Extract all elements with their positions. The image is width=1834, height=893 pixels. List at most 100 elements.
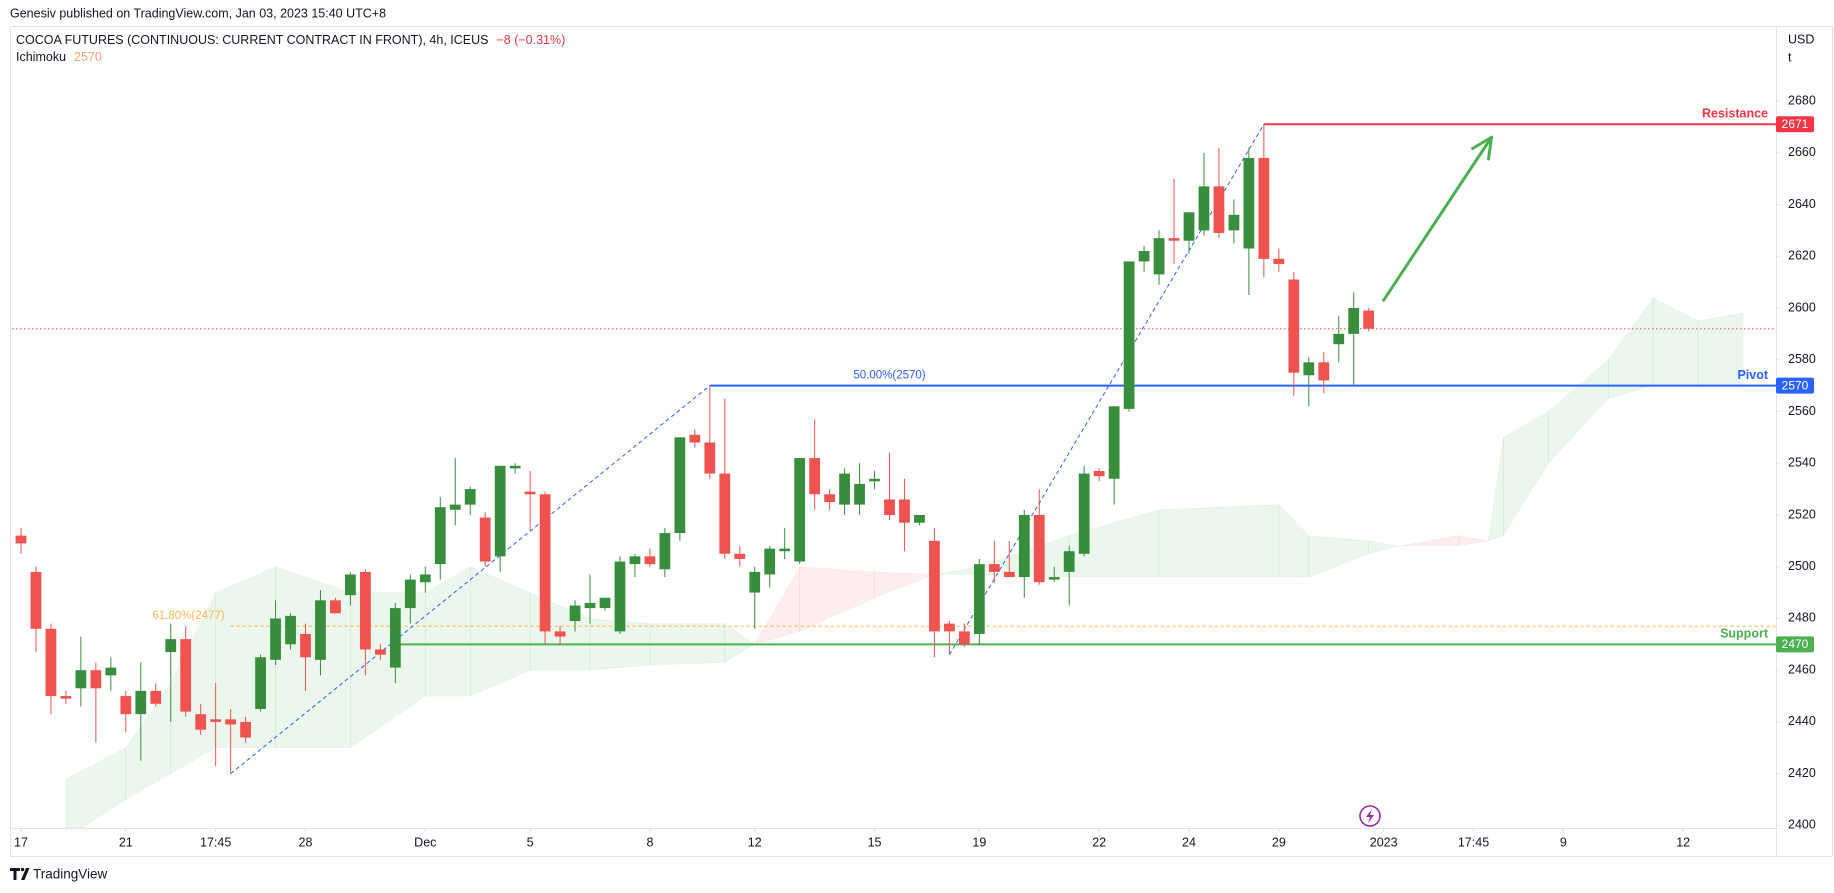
candle-body [884, 499, 895, 515]
candle-body [45, 628, 57, 697]
y-tick-label: 2680 [1788, 93, 1816, 107]
candle-body [225, 719, 237, 725]
cloud-segment [724, 623, 756, 663]
candle-body [839, 473, 850, 505]
candle-body [150, 690, 162, 704]
x-tick-label: 15 [868, 835, 882, 849]
candle-body [869, 478, 880, 482]
candle-body [854, 483, 865, 505]
price-tag-label: 2470 [1782, 637, 1809, 651]
x-tick-label: 9 [1560, 835, 1567, 849]
candle-body [270, 618, 281, 660]
y-tick-label: 2540 [1788, 456, 1816, 470]
x-tick-label: 28 [299, 835, 313, 849]
brand-logo [10, 868, 30, 880]
candle-body [659, 533, 671, 570]
indicator-value: 2570 [74, 50, 102, 64]
candle-body [1063, 551, 1075, 572]
cloud-segment [275, 566, 351, 749]
candle-body [614, 561, 626, 632]
candle-body [360, 571, 371, 650]
candle-body [389, 608, 401, 668]
candle-body [240, 721, 251, 738]
cloud-segment [754, 565, 800, 645]
cloud-segment [1488, 437, 1504, 542]
candle-body [719, 473, 731, 554]
candle-body [629, 556, 641, 565]
candle-body [1183, 212, 1195, 241]
y-tick-label: 2500 [1788, 559, 1816, 573]
x-tick-label: 12 [1676, 835, 1690, 849]
candle-body [899, 499, 910, 523]
candle-body [1078, 473, 1090, 554]
candle-body [929, 540, 940, 632]
candle-body [1108, 406, 1120, 479]
candle-body [404, 579, 416, 609]
candle-body [809, 458, 821, 495]
cloud-segment [425, 566, 471, 697]
y-tick-label: 2560 [1788, 404, 1816, 418]
legend-title: COCOA FUTURES (CONTINUOUS: CURRENT CONTR… [16, 33, 565, 47]
candle-body [1168, 238, 1180, 241]
brand: TradingView [10, 867, 108, 882]
x-tick-label: 17:45 [1458, 835, 1489, 849]
cloud-segment [1158, 504, 1280, 578]
candle-body [749, 571, 761, 593]
icon-bolt [1366, 809, 1374, 823]
publisher-line: Genesiv published on TradingView.com, Ja… [10, 6, 386, 20]
price-tag-label: 2570 [1782, 378, 1809, 392]
candle-body [1348, 307, 1360, 334]
candle-body [988, 564, 1000, 572]
x-tick-label: 5 [527, 835, 534, 849]
candle-body [1138, 251, 1150, 262]
candle-body [479, 517, 491, 562]
x-tick-label: 22 [1092, 835, 1106, 849]
x-tick-label: 17:45 [200, 835, 231, 849]
x-tick-label: Dec [414, 835, 436, 849]
x-tick-label: 21 [119, 835, 133, 849]
y-tick-label: 2600 [1788, 300, 1816, 314]
price-tag [1776, 377, 1814, 394]
plot-area [12, 123, 1776, 828]
trend-line [948, 124, 1265, 655]
candle-body [554, 631, 566, 637]
x-tick-label: 2023 [1370, 835, 1398, 849]
price-tag-label: 2671 [1782, 117, 1809, 131]
candle-body [1363, 310, 1375, 329]
cloud-segment [799, 566, 875, 632]
y-tick-label: 2620 [1788, 249, 1816, 263]
change-label: −8 (−0.31%) [496, 33, 565, 47]
candle-body [180, 639, 192, 712]
candle-body [569, 605, 581, 622]
candle-body [779, 548, 791, 552]
x-tick-label: 8 [646, 835, 653, 849]
fib-level-label: 50.00%(2570) [853, 370, 925, 382]
candle-body [434, 507, 446, 565]
candle-body [419, 574, 431, 583]
y-tick-label: 2440 [1788, 714, 1816, 728]
candle-body [794, 458, 806, 562]
cloud-segment [1503, 411, 1549, 537]
trend-line [230, 385, 711, 775]
icon-circle [1359, 805, 1381, 827]
candle-body [1318, 362, 1330, 381]
candle-body [524, 491, 536, 495]
candle-body [135, 690, 147, 715]
lightning-icon [1359, 805, 1381, 827]
x-tick-label: 19 [972, 835, 986, 849]
candle-body [1198, 186, 1210, 231]
arrow-head [1471, 135, 1493, 161]
candle-body [734, 553, 746, 559]
candle-body [944, 623, 955, 632]
candle-body [764, 548, 776, 575]
overlay: 61.80%(2477) 50.00%(2570) Resistance 2671 Pi… [152, 107, 1814, 653]
candle-body [824, 494, 836, 503]
candle-body [1123, 261, 1135, 409]
candle-body [1273, 258, 1285, 265]
candle-body [1303, 362, 1315, 376]
candle-body [1243, 157, 1255, 249]
candle-body [958, 631, 970, 645]
candle-body [1018, 514, 1030, 578]
